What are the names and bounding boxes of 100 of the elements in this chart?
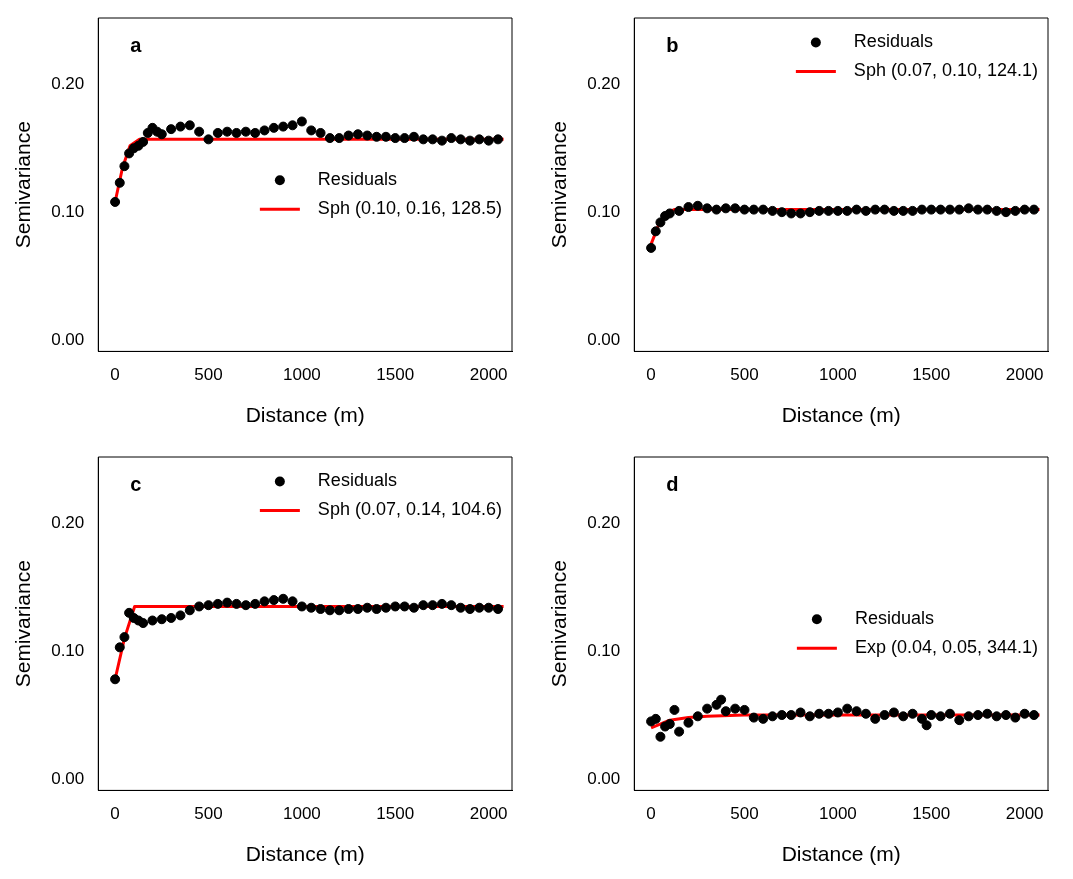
point [926,710,937,721]
x-tick-label: 1000 [282,365,321,385]
point [1019,708,1030,719]
point [655,731,666,742]
point [119,161,130,172]
point [306,125,317,136]
point [991,711,1002,722]
x-axis-title: Distance (m) [781,842,901,866]
point [362,602,373,613]
x-tick-label: 0 [110,365,120,385]
point [814,708,825,719]
point [916,713,927,724]
point [921,720,932,731]
point [474,134,485,145]
x-tick-label: 1500 [376,365,415,385]
point [278,121,289,132]
text: c [130,472,142,495]
point [119,632,130,643]
point [436,135,447,146]
point [212,598,223,609]
point [972,710,983,721]
point [814,205,825,216]
point [786,710,797,721]
point [474,602,485,613]
point [716,694,727,705]
point [1010,712,1021,723]
point [231,598,242,609]
point [259,125,270,136]
point [427,134,438,145]
point [156,129,167,140]
x-tick-label: 2000 [1005,804,1044,824]
point [888,205,899,216]
point [702,703,713,714]
y-tick-label: 0.00 [51,768,85,788]
text: d [666,472,679,495]
x-tick-label: 0 [646,804,656,824]
point [250,127,261,138]
point [240,600,251,611]
point [408,602,419,613]
point [464,135,475,146]
point [446,600,457,611]
point [296,116,307,127]
point [194,601,205,612]
point [842,703,853,714]
x-tick-label: 2000 [469,365,508,385]
point [650,713,661,724]
point [646,242,657,253]
point [650,226,661,237]
point [683,717,694,728]
point [268,595,279,606]
point [324,133,335,144]
point [926,204,937,215]
point [823,708,834,719]
point [278,593,289,604]
y-tick-label: 0.10 [51,640,85,660]
point [1010,205,1021,216]
y-tick-label: 0.10 [587,640,621,660]
point [879,204,890,215]
point [427,600,438,611]
legend-label: Residuals [854,608,934,629]
point [492,134,503,145]
point [175,610,186,621]
point [114,642,125,653]
y-tick-label: 0.20 [51,74,85,94]
y-tick-label: 0.20 [587,513,621,533]
point [954,715,965,726]
point [175,121,186,132]
point [334,605,345,616]
point [776,710,787,721]
point [492,604,503,615]
y-axis-title: Semivariance [11,560,35,688]
point [156,614,167,625]
point [739,204,750,215]
point [720,203,731,214]
point [250,598,261,609]
point [138,618,149,629]
y-tick-label: 0.10 [587,201,621,221]
point [870,204,881,215]
point [399,133,410,144]
point [352,129,363,140]
point [655,217,666,228]
point [786,208,797,219]
x-tick-label: 0 [110,804,120,824]
point [184,120,195,131]
point [455,134,466,145]
x-tick-label: 1000 [818,365,857,385]
legend-label: Exp (0.04, 0.05, 344.1) [854,637,1038,658]
point [991,205,1002,216]
point [692,711,703,722]
x-tick-label: 500 [730,804,759,824]
point [1019,204,1030,215]
point [935,204,946,215]
point [240,126,251,137]
point [823,205,834,216]
point [315,127,326,138]
point [674,205,685,216]
legend-label: Residuals [317,169,397,190]
point [194,126,205,137]
point [166,612,177,623]
point [268,122,279,133]
